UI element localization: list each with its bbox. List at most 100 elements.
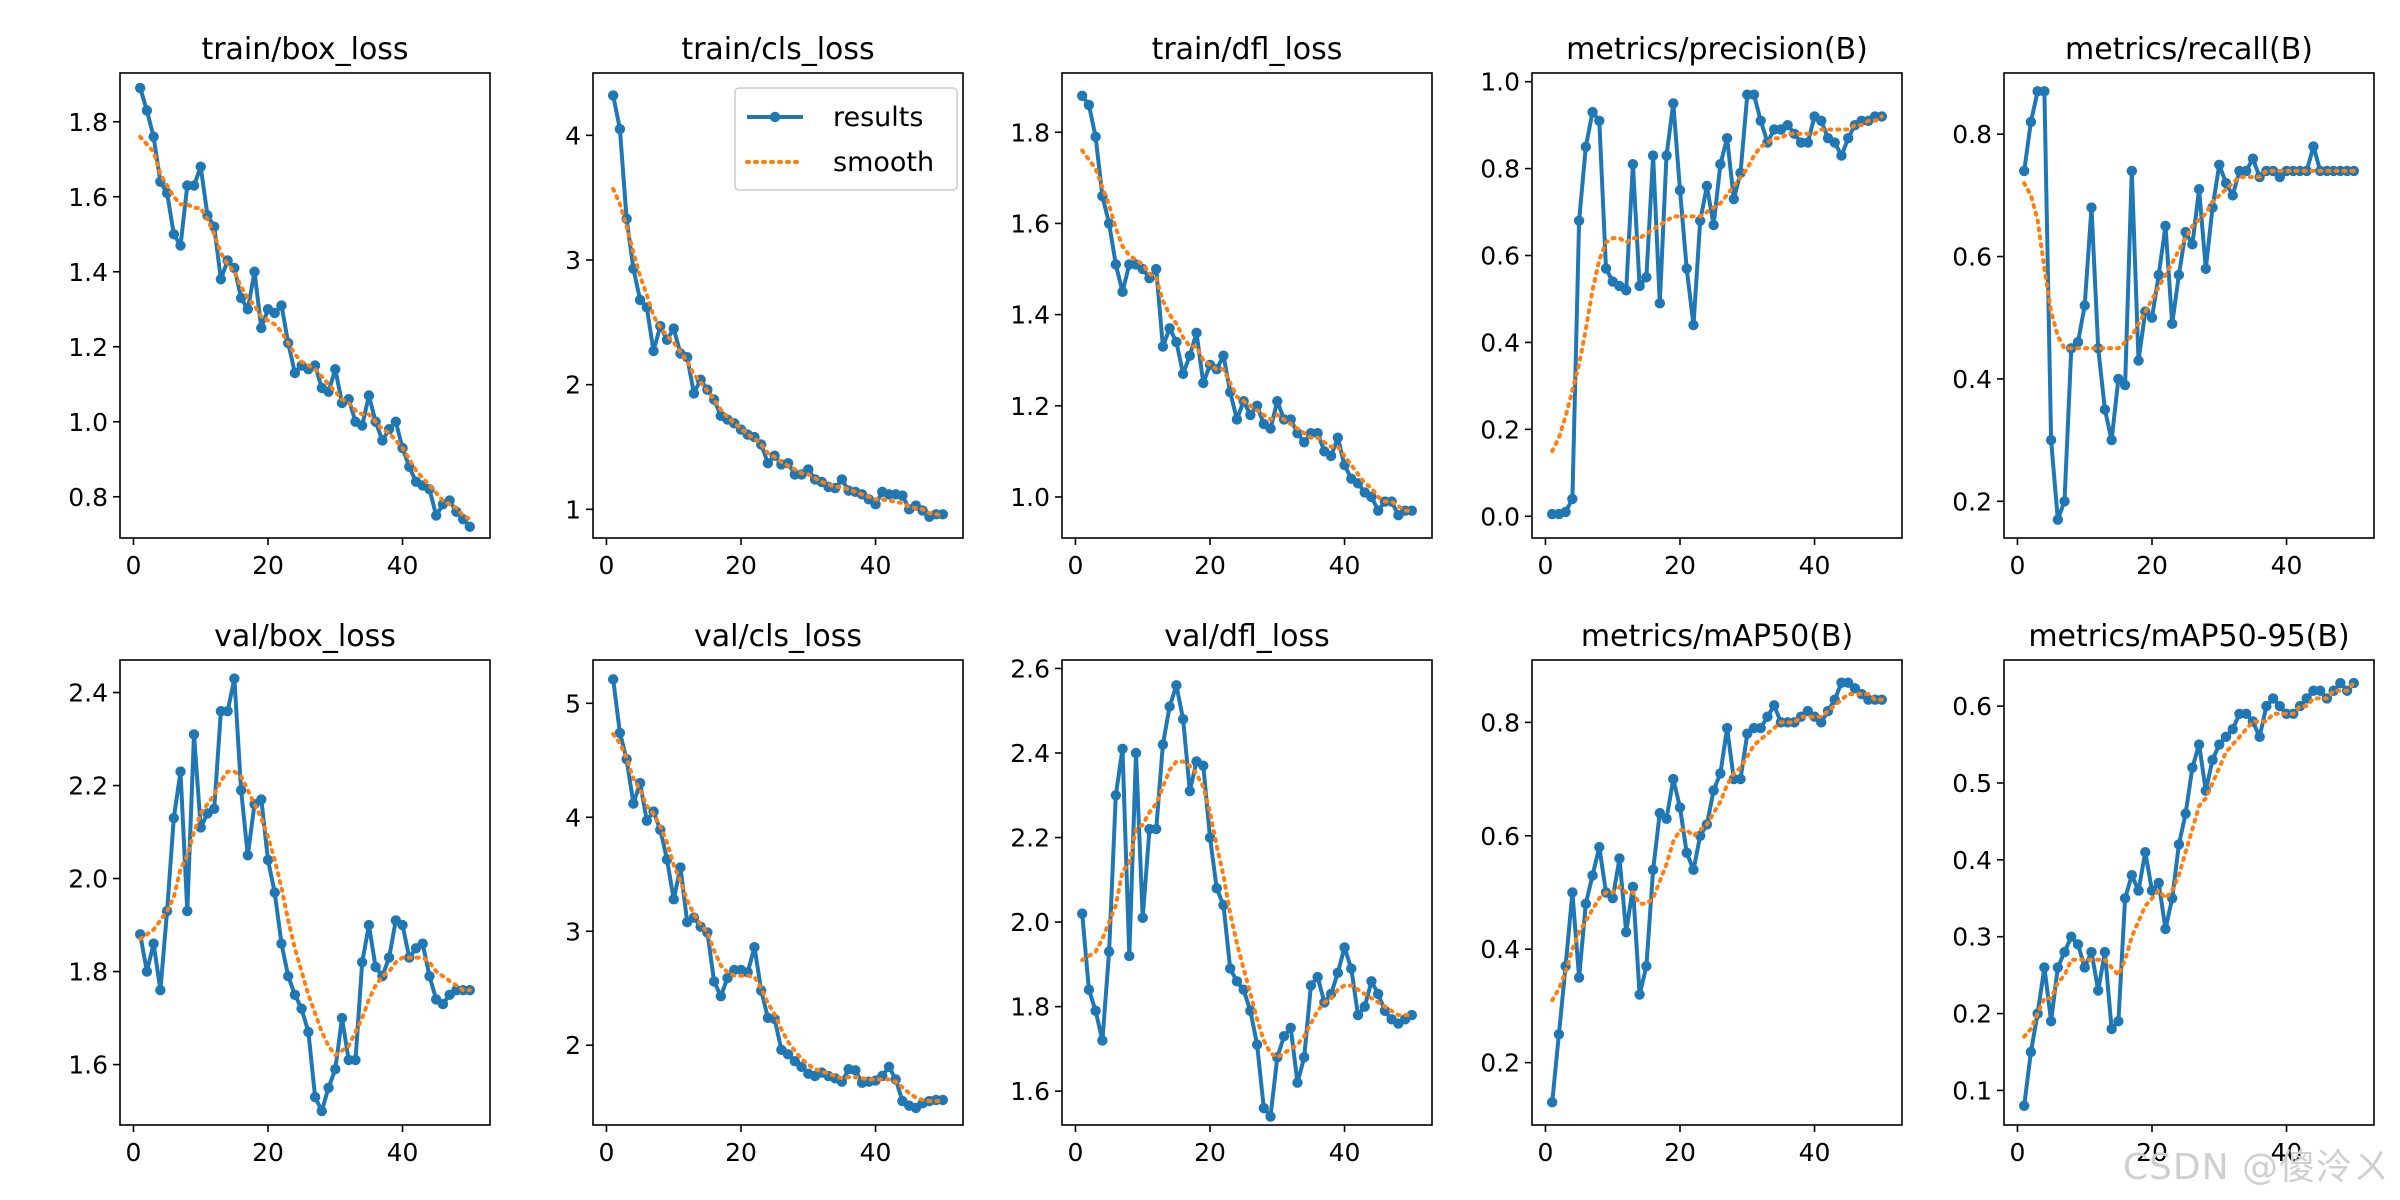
results-data-point: [1627, 881, 1639, 893]
results-data-point: [2126, 165, 2138, 177]
results-data-point: [1177, 368, 1189, 380]
y-tick-label: 0.4: [1480, 935, 1520, 964]
results-data-point: [1829, 137, 1840, 148]
y-tick-label: 1.6: [1010, 1077, 1050, 1106]
results-data-point: [1238, 984, 1249, 995]
x-tick-label: 40: [1799, 551, 1831, 580]
x-tick-label: 0: [1538, 551, 1554, 580]
results-data-point: [1278, 1031, 1290, 1042]
results-data-point: [1546, 1097, 1558, 1108]
results-data-point: [1647, 864, 1659, 876]
x-tick-label: 0: [1068, 551, 1084, 580]
legend-results-label: results: [833, 102, 923, 133]
results-data-point: [1231, 976, 1243, 987]
results-data-point: [2099, 404, 2111, 415]
watermark-text: CSDN @傻泠ㄨ: [2122, 1147, 2390, 1188]
results-data-point: [175, 766, 186, 777]
smooth-series-line: [2022, 681, 2356, 1039]
results-data-point: [1748, 89, 1760, 100]
x-tick-label: 20: [252, 1138, 284, 1167]
results-data-point: [1339, 942, 1350, 953]
results-data-point: [168, 229, 180, 240]
subplot-title: metrics/precision(B): [1566, 32, 1868, 67]
axes-frame: [592, 659, 964, 1126]
results-data-point: [2106, 434, 2117, 446]
legend: results smooth: [734, 87, 958, 191]
results-data-point: [1715, 768, 1726, 779]
results-data-point: [937, 1094, 949, 1106]
results-data-point: [2153, 269, 2164, 281]
results-data-point: [155, 984, 166, 996]
results-data-point: [1567, 887, 1578, 898]
smooth-series-line: [1080, 148, 1414, 513]
y-tick-label: 1.0: [68, 408, 108, 437]
results-data-point: [1231, 414, 1243, 425]
y-tick-label: 0.2: [1480, 1049, 1520, 1078]
results-data-point: [235, 785, 247, 796]
results-data-point: [2133, 355, 2144, 366]
results-data-point: [451, 506, 462, 517]
results-data-point: [1298, 1052, 1310, 1063]
results-data-point: [276, 300, 287, 311]
x-tick-label: 40: [1329, 1138, 1361, 1167]
results-data-point: [2072, 939, 2084, 950]
axes-frame: [119, 72, 491, 539]
y-tick-label: 1.8: [68, 958, 108, 987]
x-tick-label: 20: [1664, 1138, 1696, 1167]
results-data-point: [1728, 193, 1740, 205]
results-data-point: [330, 1064, 341, 1075]
y-tick-label: 2.2: [1010, 824, 1050, 853]
results-data-point: [1076, 90, 1088, 101]
axes-frame: [119, 659, 491, 1126]
results-data-point: [1668, 98, 1679, 109]
results-data-point: [2018, 165, 2030, 177]
results-data-point: [1359, 1001, 1370, 1012]
subplot-title: train/dfl_loss: [1152, 32, 1343, 67]
results-data-point: [1218, 350, 1229, 361]
results-data-point: [1258, 1102, 1270, 1114]
results-data-point: [2227, 723, 2238, 735]
x-tick-label: 40: [2271, 551, 2303, 580]
results-data-point: [276, 938, 287, 949]
results-data-point: [303, 1026, 314, 1038]
y-tick-label: 4: [565, 121, 581, 150]
y-tick-label: 1.2: [1010, 392, 1050, 421]
results-data-point: [1668, 773, 1679, 785]
results-data-point: [1110, 259, 1122, 270]
results-data-point: [2240, 165, 2252, 177]
results-data-point: [1124, 950, 1135, 962]
results-data-point: [1654, 298, 1666, 309]
results-data-point: [628, 798, 639, 809]
results-data-point: [2267, 693, 2279, 704]
results-data-point: [2039, 962, 2050, 973]
results-data-point: [749, 942, 760, 953]
results-data-point: [2254, 731, 2265, 743]
results-data-point: [336, 1012, 348, 1024]
results-data-point: [1721, 722, 1733, 734]
axes-frame: [1531, 72, 1903, 539]
x-tick-label: 20: [725, 551, 757, 580]
results-data-point: [1681, 847, 1692, 859]
y-tick-label: 2.6: [1010, 654, 1050, 683]
x-tick-label: 40: [860, 1138, 892, 1167]
results-data-point: [1641, 272, 1652, 283]
results-data-point: [1164, 323, 1175, 334]
results-data-point: [1816, 115, 1827, 127]
smooth-series-line: [138, 769, 472, 1059]
results-data-point: [688, 388, 700, 399]
results-data-point: [634, 294, 646, 306]
results-data-point: [141, 966, 153, 977]
results-data-point: [2072, 337, 2084, 348]
y-tick-label: 0.8: [1952, 120, 1992, 149]
x-tick-label: 0: [126, 551, 142, 580]
legend-results-marker: [769, 111, 781, 123]
results-data-point: [2193, 184, 2205, 195]
results-data-point: [1251, 1039, 1263, 1050]
results-data-point: [1076, 908, 1088, 919]
results-data-point: [2039, 86, 2050, 97]
results-data-point: [1245, 409, 1256, 421]
results-data-point: [1285, 414, 1296, 425]
results-data-point: [1204, 832, 1216, 843]
results-data-point: [1573, 215, 1585, 226]
results-data-point: [2220, 731, 2232, 743]
